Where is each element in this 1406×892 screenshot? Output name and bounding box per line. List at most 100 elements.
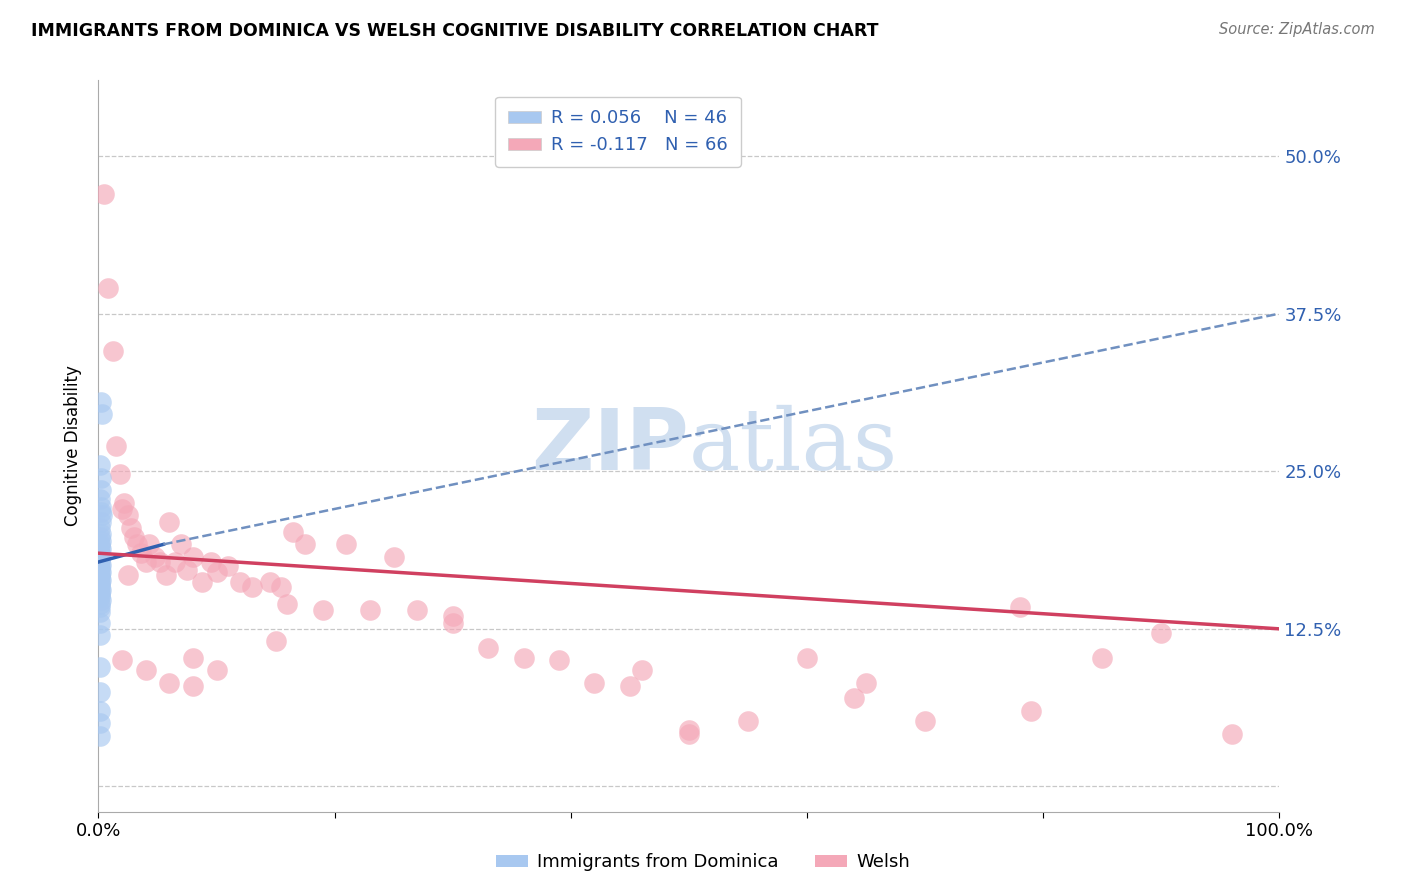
- Point: [89, 552, 111, 566]
- Point: [112, 496, 135, 510]
- Point: [89, 716, 111, 731]
- Point: [170, 537, 193, 551]
- Point: [477, 640, 499, 655]
- Point: [91, 408, 114, 422]
- Point: [89, 537, 111, 551]
- Point: [117, 508, 139, 523]
- Point: [89, 585, 111, 599]
- Point: [89, 560, 111, 574]
- Point: [512, 651, 534, 665]
- Point: [90, 533, 112, 548]
- Point: [117, 567, 139, 582]
- Point: [91, 508, 114, 523]
- Point: [138, 537, 160, 551]
- Point: [135, 664, 157, 678]
- Point: [90, 500, 112, 514]
- Point: [89, 580, 111, 594]
- Point: [283, 524, 305, 539]
- Point: [89, 578, 111, 592]
- Point: [89, 567, 111, 582]
- Point: [270, 580, 292, 594]
- Point: [844, 691, 866, 706]
- Point: [165, 555, 187, 569]
- Point: [149, 555, 172, 569]
- Point: [205, 565, 228, 579]
- Point: [89, 729, 111, 743]
- Point: [89, 563, 111, 577]
- Point: [1091, 651, 1114, 665]
- Point: [678, 723, 700, 737]
- Point: [89, 659, 111, 673]
- Point: [90, 395, 112, 409]
- Point: [111, 653, 134, 667]
- Point: [264, 634, 287, 648]
- Point: [93, 186, 115, 201]
- Point: [205, 664, 228, 678]
- Point: [89, 546, 111, 560]
- Point: [1220, 726, 1243, 740]
- Point: [583, 676, 606, 690]
- Point: [89, 491, 111, 506]
- Point: [108, 467, 131, 481]
- Point: [89, 458, 111, 472]
- Point: [101, 344, 124, 359]
- Point: [914, 714, 936, 728]
- Point: [90, 515, 112, 529]
- Point: [630, 664, 652, 678]
- Point: [89, 575, 111, 590]
- Point: [276, 597, 298, 611]
- Point: [89, 555, 111, 569]
- Point: [89, 540, 111, 554]
- Point: [90, 483, 112, 497]
- Text: atlas: atlas: [689, 404, 898, 488]
- Text: Source: ZipAtlas.com: Source: ZipAtlas.com: [1219, 22, 1375, 37]
- Point: [90, 573, 112, 587]
- Point: [441, 615, 464, 630]
- Point: [89, 685, 111, 699]
- Point: [737, 714, 759, 728]
- Legend: R = 0.056    N = 46, R = -0.117   N = 66: R = 0.056 N = 46, R = -0.117 N = 66: [495, 96, 741, 167]
- Point: [312, 603, 335, 617]
- Point: [90, 549, 112, 563]
- Point: [90, 592, 112, 607]
- Point: [619, 679, 641, 693]
- Point: [181, 651, 204, 665]
- Point: [89, 570, 111, 584]
- Point: [200, 555, 222, 569]
- Text: ZIP: ZIP: [531, 404, 689, 488]
- Point: [90, 565, 112, 579]
- Point: [90, 558, 112, 572]
- Point: [359, 603, 381, 617]
- Point: [89, 615, 111, 630]
- Point: [678, 726, 700, 740]
- Point: [796, 651, 818, 665]
- Point: [89, 588, 111, 602]
- Text: IMMIGRANTS FROM DOMINICA VS WELSH COGNITIVE DISABILITY CORRELATION CHART: IMMIGRANTS FROM DOMINICA VS WELSH COGNIT…: [31, 22, 879, 40]
- Point: [155, 567, 177, 582]
- Point: [229, 575, 252, 590]
- Point: [90, 542, 112, 557]
- Point: [157, 676, 180, 690]
- Point: [191, 575, 214, 590]
- Legend: Immigrants from Dominica, Welsh: Immigrants from Dominica, Welsh: [488, 847, 918, 879]
- Point: [1021, 704, 1043, 718]
- Point: [89, 704, 111, 718]
- Point: [122, 530, 145, 544]
- Point: [90, 582, 112, 597]
- Point: [855, 676, 877, 690]
- Point: [441, 609, 464, 624]
- Point: [157, 515, 180, 529]
- Point: [89, 591, 111, 605]
- Point: [90, 505, 112, 519]
- Point: [89, 600, 111, 615]
- Point: [181, 549, 204, 564]
- Point: [111, 502, 134, 516]
- Point: [90, 470, 112, 484]
- Point: [335, 537, 357, 551]
- Point: [129, 546, 152, 560]
- Point: [97, 281, 120, 295]
- Point: [90, 527, 112, 541]
- Point: [240, 580, 263, 594]
- Point: [89, 606, 111, 620]
- Point: [127, 537, 149, 551]
